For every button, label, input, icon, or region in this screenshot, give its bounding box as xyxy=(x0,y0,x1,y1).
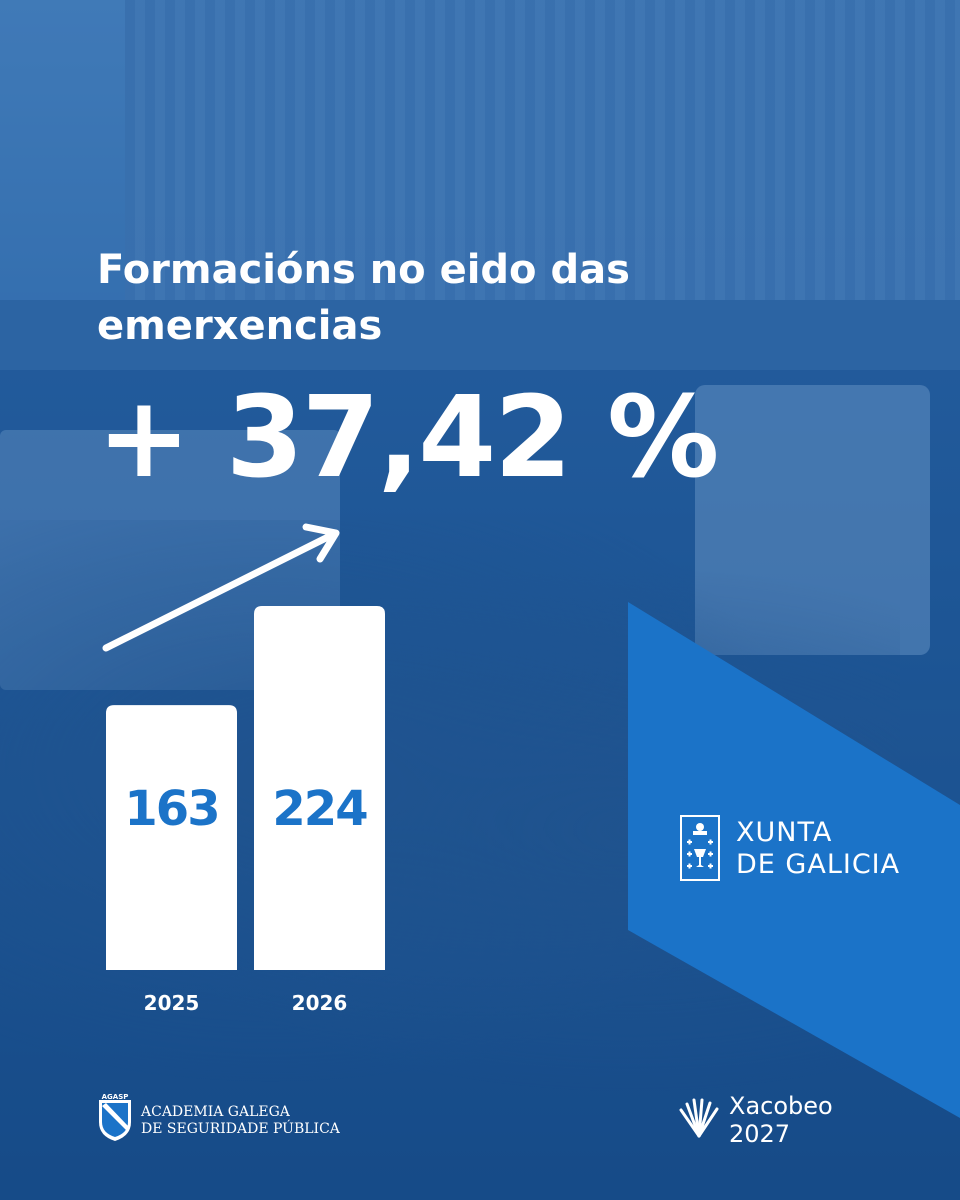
title-line-1: Formacións no eido das xyxy=(97,247,630,293)
xunta-line-1: XUNTA xyxy=(736,817,833,848)
labels-group: 163 2025 224 2026 xyxy=(124,781,369,1015)
agasp-wordmark: ACADEMIA GALEGA DE SEGURIDADE PÚBLICA xyxy=(141,1104,340,1138)
agasp-line-1: ACADEMIA GALEGA xyxy=(141,1104,290,1120)
agasp-shield-icon: AGASP xyxy=(99,1093,131,1141)
title-line-2: emerxencias xyxy=(97,303,383,349)
bars-group xyxy=(106,606,385,970)
trend-arrow xyxy=(102,523,340,652)
growth-percentage: + 37,42 % xyxy=(97,373,719,503)
background-canopy xyxy=(0,300,960,370)
background-building xyxy=(125,0,960,320)
category-label-2026: 2026 xyxy=(292,991,348,1015)
bar-2026 xyxy=(254,606,385,970)
agasp-badge-text: AGASP xyxy=(102,1093,129,1101)
xunta-logo: XUNTA DE GALICIA xyxy=(680,815,920,885)
agasp-line-2: DE SEGURIDADE PÚBLICA xyxy=(141,1121,340,1137)
scallop-shell-icon xyxy=(679,1098,719,1138)
trend-arrow-head xyxy=(302,523,340,563)
bar-2025 xyxy=(106,705,237,970)
xunta-shield-icon xyxy=(680,815,720,881)
xacobeo-wordmark: Xacobeo 2027 xyxy=(729,1092,833,1148)
agasp-logo: AGASP ACADEMIA GALEGA DE SEGURIDADE PÚBL… xyxy=(97,1092,357,1142)
bar-value-label-2025: 163 xyxy=(124,781,218,837)
xacobeo-line-1: Xacobeo xyxy=(729,1092,833,1120)
xunta-line-2: DE GALICIA xyxy=(736,849,901,880)
category-label-2025: 2025 xyxy=(144,991,200,1015)
trend-arrow-shaft xyxy=(102,533,332,652)
bar-value-label-2026: 224 xyxy=(272,781,367,837)
xacobeo-line-2: 2027 xyxy=(729,1120,791,1148)
xacobeo-logo: Xacobeo 2027 xyxy=(677,1092,877,1152)
xunta-wordmark: XUNTA DE GALICIA xyxy=(736,817,900,881)
page-title: Formacións no eido das emerxencias xyxy=(97,242,797,354)
